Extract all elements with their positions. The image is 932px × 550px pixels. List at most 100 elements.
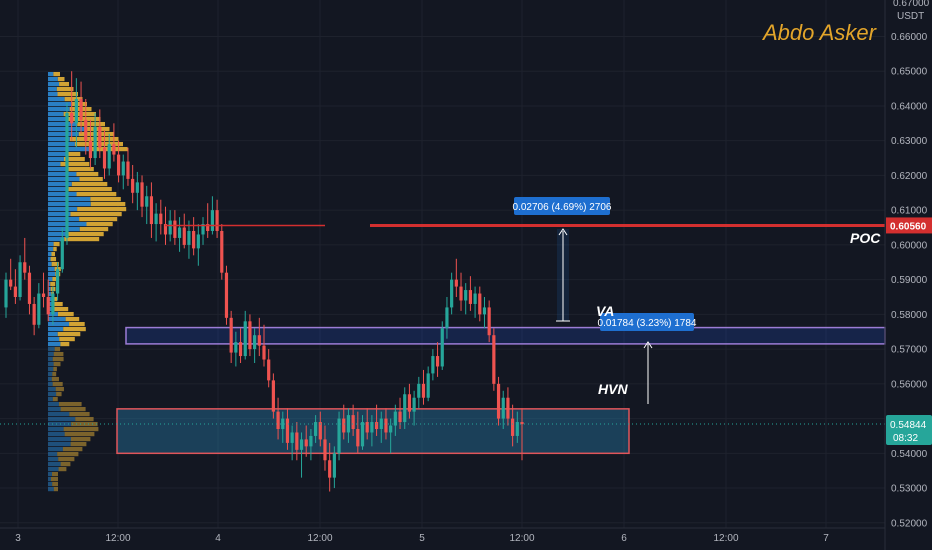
volume-bar-buy [48,327,64,332]
candle-body [206,224,210,231]
candle-body [464,290,468,301]
time-tick-label: 12:00 [307,533,332,544]
volume-bar-sell [76,192,117,197]
volume-bar-buy [48,467,59,472]
candle-body [299,439,304,450]
volume-bar-buy [48,427,64,432]
volume-bar-buy [48,142,75,147]
volume-bar-buy [48,152,68,157]
volume-bar-sell [52,472,58,477]
candle-body [398,411,402,423]
volume-bar-buy [48,307,55,312]
volume-bar-buy [48,337,60,342]
candle-body [60,237,64,270]
hvn-label: HVN [598,381,628,397]
candle-body [116,154,121,176]
price-tick-label: 0.62000 [891,171,928,182]
candle-body [309,435,313,447]
volume-bar-buy [48,117,66,122]
volume-bar-buy [48,237,65,242]
volume-bar-sell [51,262,59,267]
candle-body [238,342,243,357]
measure-label-upper: 0.02706 (4.69%) 2706 [513,202,612,213]
volume-bar-buy [48,92,58,97]
volume-bar-sell [65,117,101,122]
volume-bar-sell [53,487,58,492]
volume-bar-sell [58,402,82,407]
price-tick-label: 0.56000 [891,379,928,390]
volume-bar-buy [48,347,55,352]
value-area-box [125,326,886,345]
candle-body [126,161,130,179]
volume-bar-buy [48,437,71,442]
volume-bar-sell [60,162,90,167]
volume-bar-sell [57,452,79,457]
candle-body [224,272,229,318]
volume-bar-buy [48,147,91,152]
candle-body [417,383,421,398]
candle-body [23,262,27,273]
candle-body [281,418,285,429]
time-tick-label: 4 [215,533,221,544]
candle-body [192,231,196,249]
candle-body [318,422,322,440]
volume-bar-buy [48,392,57,397]
time-tick-label: 12:00 [509,533,534,544]
volume-bar-sell [60,407,86,412]
candle-body [56,269,60,294]
candle-body [4,279,8,308]
volume-bar-sell [67,152,81,157]
candle-body [351,415,355,429]
volume-bar-buy [48,277,53,282]
volume-bar-buy [48,397,53,402]
volume-bar-sell [90,197,121,202]
candle-body [478,293,482,315]
candle-body [482,307,487,315]
candle-body [365,422,369,433]
candle-body [79,99,83,120]
candle-body [18,262,22,297]
volume-bar-buy [48,97,65,102]
candle-body [506,397,510,419]
volume-bar-sell [57,332,81,337]
volume-bar-sell [52,372,57,377]
price-tick-label: 0.63000 [891,136,928,147]
price-axis[interactable]: 0.66000 0.65000 0.64000 0.63000 0.62000 0.610… [884,0,932,550]
candle-body [389,425,393,433]
volume-bar-buy [48,257,51,262]
candle-body [70,112,74,124]
volume-bar-buy [48,157,64,162]
volume-bar-sell [59,82,69,87]
volume-bar-sell [79,217,118,222]
volume-bar-buy [48,322,70,327]
candle-body [196,234,200,249]
volume-bar-buy [48,297,54,302]
volume-bar-sell [56,87,74,92]
volume-bar-buy [48,462,61,467]
time-tick-label: 7 [823,533,829,544]
candle-body [459,286,463,301]
candle-body [215,210,219,231]
drawing-overlays: 0.02706 (4.69%) 2706 0.01784 (3.23%) 1784… [0,197,885,425]
candle-body [257,335,261,346]
candle-body [515,422,519,436]
volume-bar-sell [71,182,108,187]
candle-body [173,220,177,238]
volume-bar-sell [55,387,64,392]
volume-bar-sell [62,447,83,452]
volume-bar-sell [53,352,64,357]
volume-bar-sell [51,477,58,482]
time-axis[interactable]: 3 12:00 4 12:00 5 12:00 6 12:00 7 [0,527,885,544]
candle-body [360,422,365,447]
volume-bar-buy [48,482,53,487]
volume-bar-sell [54,302,63,307]
volume-bar-buy [48,172,77,177]
volume-bar-buy [48,402,59,407]
volume-bar-buy [48,102,72,107]
price-tick-label: 0.53000 [891,484,928,495]
volume-bar-sell [63,157,85,162]
candle-body [393,411,397,426]
volume-bar-sell [56,392,62,397]
volume-bar-sell [52,277,58,282]
